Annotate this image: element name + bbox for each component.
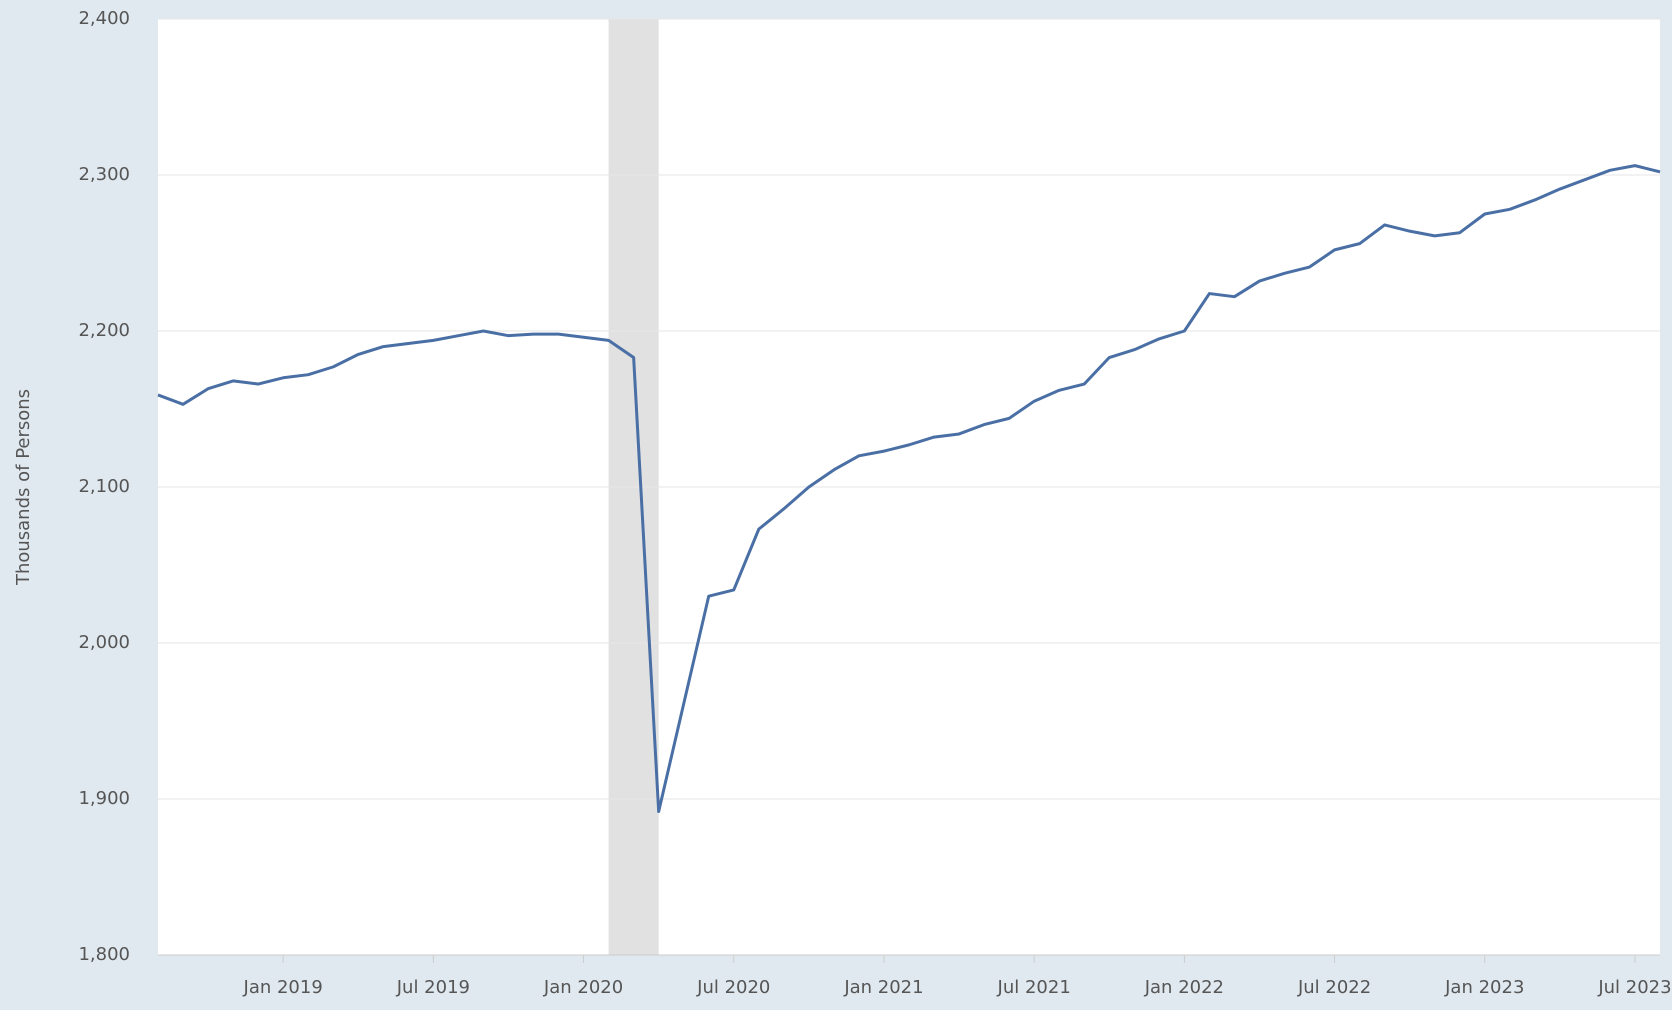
x-tick-label: Jan 2023 — [1444, 977, 1524, 998]
x-tick-label: Jan 2020 — [543, 977, 623, 998]
data-line — [157, 164, 1661, 813]
y-tick-label: 1,800 — [78, 944, 130, 965]
x-tick-label: Jul 2019 — [396, 977, 470, 998]
x-tick-label: Jul 2020 — [696, 977, 770, 998]
y-axis-label: Thousands of Persons — [13, 389, 34, 586]
x-tick-label: Jul 2023 — [1597, 977, 1671, 998]
y-tick-label: 2,000 — [78, 632, 130, 653]
y-tick-label: 2,300 — [78, 164, 130, 185]
y-tick-label: 2,100 — [78, 476, 130, 497]
x-tick-label: Jan 2022 — [1144, 977, 1224, 998]
y-tick-label: 2,400 — [78, 8, 130, 29]
x-tick-label: Jul 2021 — [997, 977, 1071, 998]
y-tick-label: 2,200 — [78, 320, 130, 341]
y-tick-label: 1,900 — [78, 788, 130, 809]
x-tick-label: Jan 2019 — [243, 977, 323, 998]
x-tick-label: Jan 2021 — [843, 977, 923, 998]
x-tick-label: Jul 2022 — [1297, 977, 1371, 998]
